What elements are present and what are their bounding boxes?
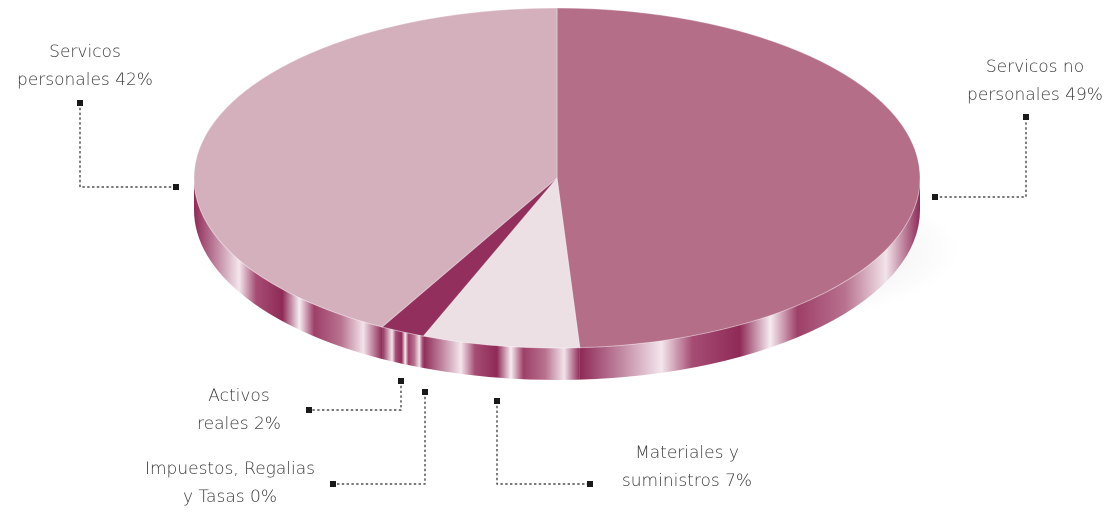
leader-dot-end-2 xyxy=(330,481,336,487)
slice-label-line: Servicos xyxy=(49,42,121,62)
leader-dot-start-1 xyxy=(494,398,500,404)
pie-slice-0 xyxy=(556,7,921,349)
leader-line-2 xyxy=(333,392,426,485)
leader-line-4 xyxy=(79,103,176,188)
leader-line-0 xyxy=(935,117,1027,198)
slice-label-line: Impuestos, Regalias xyxy=(145,459,315,479)
slice-label-line: personales 49% xyxy=(967,85,1103,105)
slice-label-line: y Tasas 0% xyxy=(183,487,277,507)
leader-dot-start-4 xyxy=(173,184,179,190)
slice-label-line: suministros 7% xyxy=(622,471,752,491)
leader-dot-end-1 xyxy=(587,481,593,487)
slice-label-line: Servicos no xyxy=(986,57,1084,77)
pie-slice-side-4 xyxy=(194,178,383,359)
leader-dot-start-3 xyxy=(398,378,404,384)
slice-label-4: Servicos personales 42% xyxy=(17,42,153,90)
pie-slice-side-3 xyxy=(382,326,424,369)
pie-slice-4 xyxy=(193,7,558,328)
pie-slice-3 xyxy=(381,177,558,337)
leader-dot-end-4 xyxy=(77,100,83,106)
slice-label-line: personales 42% xyxy=(17,70,153,90)
slice-label-line: Materiales y xyxy=(635,443,739,463)
pie-slice-side-1 xyxy=(423,336,580,380)
slice-label-0: Servicos no personales 49% xyxy=(967,57,1103,105)
leader-dot-start-2 xyxy=(422,389,428,395)
slice-label-line: Activos xyxy=(208,386,269,406)
slice-label-1: Materiales y suministros 7% xyxy=(622,443,752,491)
leader-line-1 xyxy=(496,401,590,485)
slice-label-2: Impuestos, Regalias y Tasas 0% xyxy=(145,459,315,507)
leader-line-3 xyxy=(309,381,402,411)
leader-dot-end-3 xyxy=(306,407,312,413)
pie-slice-1 xyxy=(422,176,581,349)
slice-label-line: reales 2% xyxy=(197,414,281,434)
slice-label-3: Activos reales 2% xyxy=(197,386,281,434)
pie-slice-side-0 xyxy=(579,178,920,380)
leader-dot-start-0 xyxy=(932,194,938,200)
leader-dot-end-0 xyxy=(1023,114,1029,120)
